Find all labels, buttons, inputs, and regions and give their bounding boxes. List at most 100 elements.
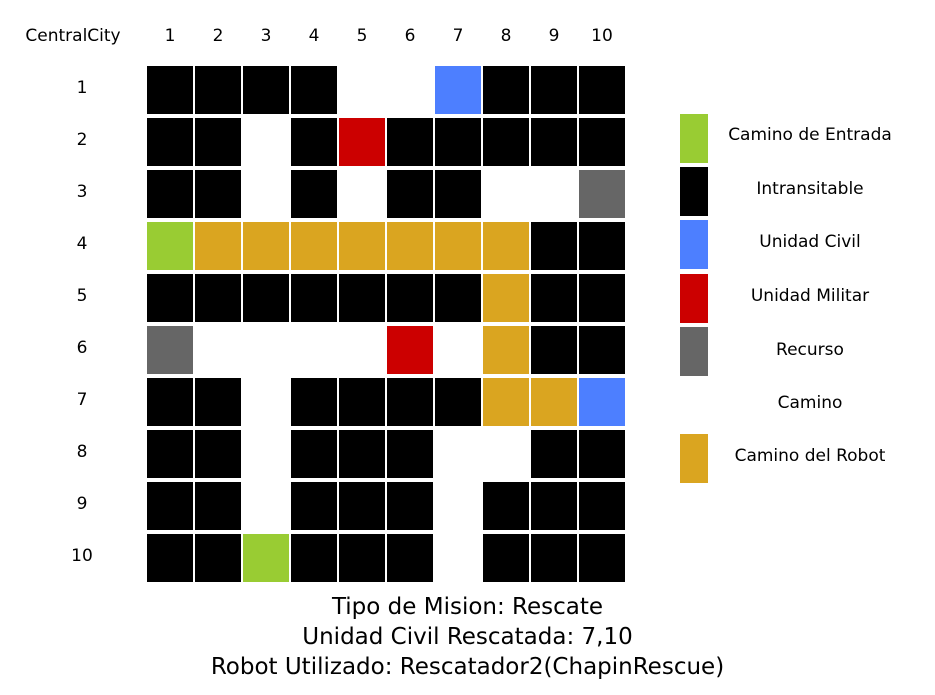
grid-cell-intransitable [147,66,193,114]
grid-cell-recurso [579,170,625,218]
grid-cell-camino-robot [483,274,529,322]
grid-cell-intransitable [579,482,625,530]
mission-type: Tipo de Mision: Rescate [331,594,604,620]
grid-cell-camino-robot [339,222,385,270]
row-header: 7 [76,390,88,410]
grid-cell-intransitable [147,378,193,426]
grid-cell-intransitable [579,430,625,478]
grid-cell-camino-robot [483,222,529,270]
column-header: 3 [260,26,272,46]
grid-cell-intransitable [339,534,385,582]
grid-cell-intransitable [483,66,529,114]
grid-cell-camino [387,66,433,114]
row-header: 8 [76,442,88,462]
grid-cell-intransitable [195,430,241,478]
grid-cell-camino [291,326,337,374]
grid-cell-intransitable [291,378,337,426]
grid-cell-intransitable [291,534,337,582]
grid-cell-entrada [243,534,289,582]
grid-cell-recurso [147,326,193,374]
grid-cell-camino [339,170,385,218]
grid-cell-camino [243,482,289,530]
grid-cell-camino [531,170,577,218]
grid-cell-intransitable [339,430,385,478]
grid-cell-camino [243,170,289,218]
rescued-unit: Unidad Civil Rescatada: 7,10 [302,624,633,650]
grid-cell-intransitable [387,534,433,582]
row-header: 6 [76,338,88,358]
legend-swatch-unidad-militar [680,274,708,323]
grid-cell-intransitable [291,118,337,166]
grid-cell-camino [339,326,385,374]
grid-cell-intransitable [147,482,193,530]
row-header: 5 [76,286,88,306]
row-header: 2 [76,130,88,150]
grid-cell-intransitable [147,170,193,218]
grid-cell-intransitable [195,170,241,218]
grid-cell-intransitable [531,482,577,530]
grid-cell-camino [195,326,241,374]
legend-swatch-recurso [680,327,708,376]
grid-cell-intransitable [339,378,385,426]
grid-cell-intransitable [387,430,433,478]
grid-cell-intransitable [195,118,241,166]
row-header: 9 [76,494,88,514]
grid-cell-intransitable [291,274,337,322]
grid-cell-intransitable [579,118,625,166]
grid-cell-intransitable [531,326,577,374]
grid-cell-intransitable [435,274,481,322]
grid-cell-intransitable [243,66,289,114]
grid-cell-intransitable [195,66,241,114]
grid-cell-camino [435,534,481,582]
grid-cell-camino [243,378,289,426]
grid-cell-intransitable [195,534,241,582]
legend-swatch-unidad-civil [680,220,708,269]
grid-cell-intransitable [579,326,625,374]
column-header: 2 [212,26,224,46]
grid-cell-camino [435,430,481,478]
row-header: 4 [76,234,88,254]
legend-label-camino-robot: Camino del Robot [734,446,886,466]
grid-cell-unidad-civil [579,378,625,426]
grid-cell-intransitable [531,118,577,166]
legend-label-unidad-militar: Unidad Militar [750,286,870,306]
grid-cell-intransitable [531,274,577,322]
column-header: 5 [356,26,368,46]
grid-cell-camino [243,326,289,374]
column-header: 9 [548,26,560,46]
grid-cell-intransitable [579,222,625,270]
grid-cell-intransitable [147,430,193,478]
grid-cell-camino [243,118,289,166]
grid-title: CentralCity [25,26,121,46]
grid-cell-camino-robot [291,222,337,270]
grid-cell-intransitable [579,274,625,322]
grid-cell-intransitable [531,534,577,582]
grid-cell-intransitable [339,274,385,322]
legend-swatch-entrada [680,114,708,163]
legend-swatch-intransitable [680,167,708,216]
grid-cell-camino-robot [483,378,529,426]
grid-cell-intransitable [339,482,385,530]
grid-cell-intransitable [291,170,337,218]
grid-cell-intransitable [483,534,529,582]
grid-cell-camino-robot [483,326,529,374]
row-header: 10 [71,546,93,566]
grid-cell-unidad-militar [387,326,433,374]
column-header: 8 [500,26,512,46]
grid-cell-camino [243,430,289,478]
grid-cell-intransitable [387,274,433,322]
grid-cell-camino-robot [195,222,241,270]
legend-label-recurso: Recurso [776,340,844,360]
grid-cell-intransitable [531,222,577,270]
grid-cell-intransitable [387,118,433,166]
grid-cell-intransitable [291,66,337,114]
grid-cell-intransitable [483,118,529,166]
grid-cell-intransitable [387,378,433,426]
grid-cell-camino [483,170,529,218]
robot-used: Robot Utilizado: Rescatador2(ChapinRescu… [210,654,725,680]
grid-cell-intransitable [195,378,241,426]
legend-swatch-camino-robot [680,434,708,483]
city-grid [146,64,630,584]
grid-cell-intransitable [435,170,481,218]
grid-cell-intransitable [579,66,625,114]
